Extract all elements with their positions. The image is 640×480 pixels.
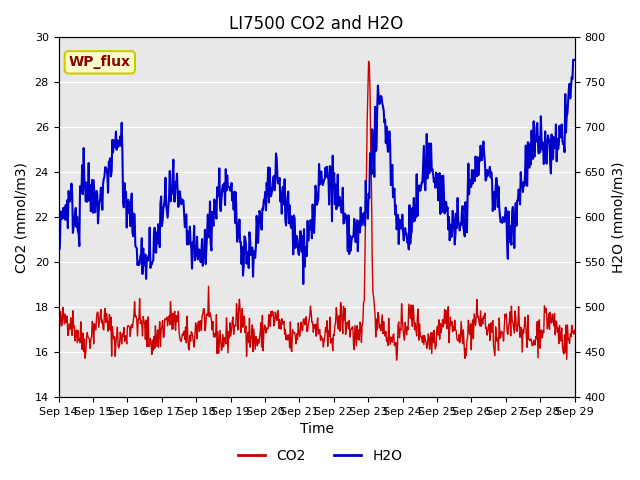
H2O — [54, 223, 62, 228]
CO2 — [197, 318, 205, 324]
CO2 — [396, 335, 403, 341]
H2O — [197, 259, 205, 265]
Line: CO2: CO2 — [58, 61, 575, 360]
H2O — [170, 157, 177, 163]
X-axis label: Time: Time — [300, 422, 333, 436]
Legend: CO2, H2O: CO2, H2O — [232, 443, 408, 468]
Y-axis label: H2O (mmol/m3): H2O (mmol/m3) — [611, 161, 625, 273]
H2O — [300, 281, 307, 287]
Title: LI7500 CO2 and H2O: LI7500 CO2 and H2O — [229, 15, 404, 33]
CO2 — [117, 334, 125, 340]
H2O — [571, 57, 579, 63]
CO2 — [170, 326, 177, 332]
CO2 — [380, 319, 387, 324]
CO2 — [393, 357, 401, 363]
CO2 — [571, 327, 579, 333]
H2O — [64, 225, 72, 231]
H2O — [570, 57, 577, 63]
CO2 — [64, 333, 72, 338]
H2O — [395, 241, 403, 247]
Line: H2O: H2O — [58, 60, 575, 284]
Y-axis label: CO2 (mmol/m3): CO2 (mmol/m3) — [15, 162, 29, 273]
CO2 — [365, 59, 372, 64]
CO2 — [54, 322, 62, 328]
Text: WP_flux: WP_flux — [69, 55, 131, 69]
H2O — [117, 143, 125, 149]
H2O — [380, 108, 387, 113]
